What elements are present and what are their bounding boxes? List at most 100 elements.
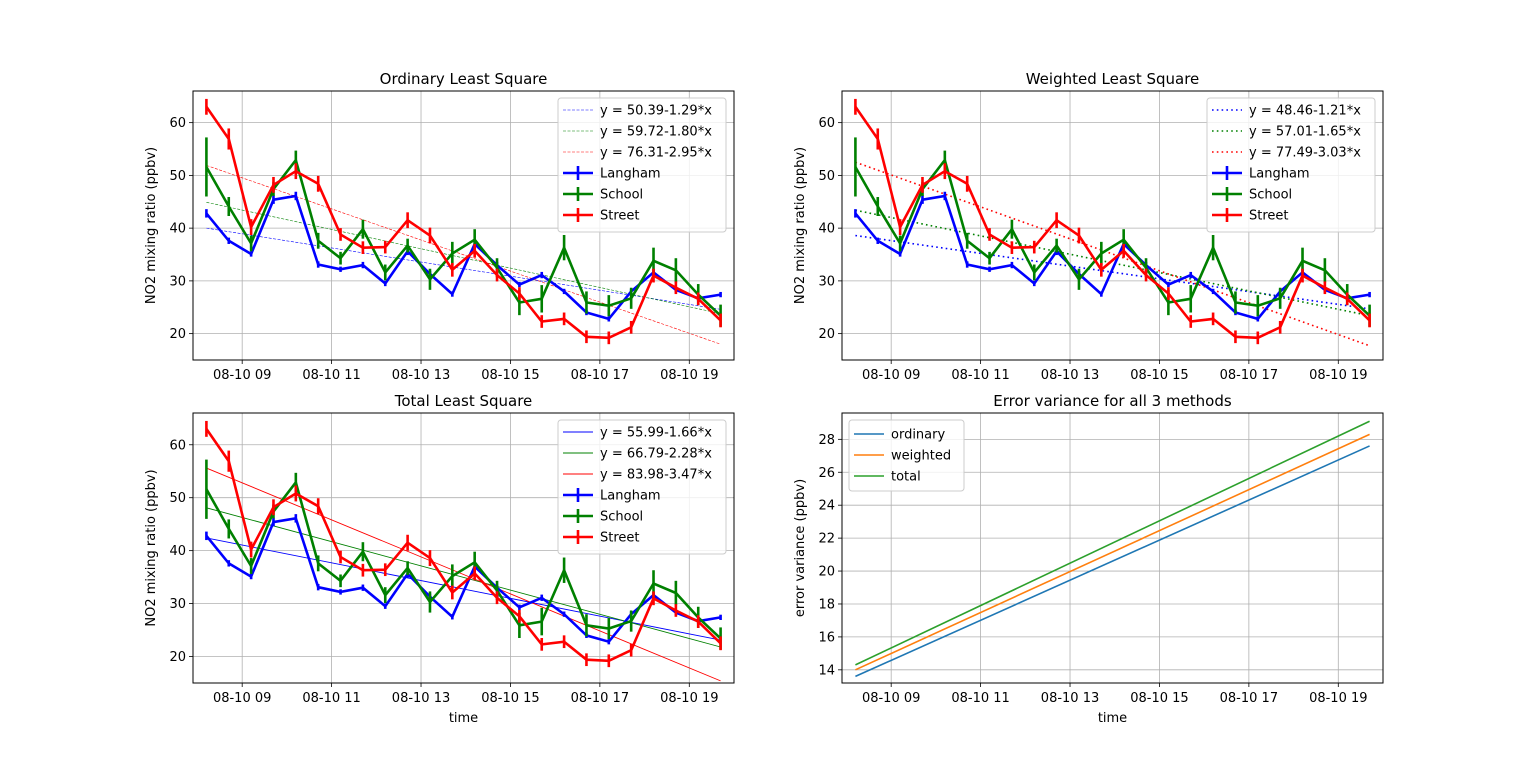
x-tick-label: 08-10 17 (571, 368, 629, 383)
axes-frame (192, 90, 735, 361)
series-line-school (854, 157, 1371, 317)
legend-label: Street (600, 209, 640, 224)
legend-label: y = 50.39-1.29*x (600, 104, 712, 119)
y-tick-label: 30 (169, 274, 186, 289)
chart-title: Weighted Least Square (1026, 70, 1200, 88)
x-tick-label: 08-10 11 (302, 368, 360, 383)
axes-frame (841, 90, 1384, 361)
plot-area (855, 420, 1370, 678)
y-axis-label: NO2 mixing ratio (ppbv) (144, 469, 159, 626)
series-line-school (205, 157, 722, 317)
series-line-langham (205, 194, 721, 321)
y-tick-label: 60 (169, 438, 186, 453)
fit-line-3 (206, 467, 721, 682)
legend-label: School (1249, 188, 1292, 203)
series-line-street (854, 106, 1371, 340)
axes-frame (192, 412, 735, 684)
legend-label: School (600, 188, 643, 203)
x-tick-label: 08-10 13 (392, 368, 450, 383)
y-tick-label: 50 (169, 169, 186, 184)
y-tick-label: 20 (169, 650, 186, 665)
y-axis-label: NO2 mixing ratio (ppbv) (144, 147, 159, 304)
variance-line-ordinary (855, 445, 1370, 678)
y-tick-label: 26 (818, 466, 835, 481)
subplots: 08-10 09 08-10 11 08-10 13 08-10 15 08-10 17… (144, 70, 1384, 726)
legend-label: y = 77.49-3.03*x (1249, 146, 1361, 161)
y-tick-label: 40 (818, 222, 835, 237)
legend: y = 55.99-1.66*x y = 66.79-2.28*x y = 83.9… (557, 419, 727, 555)
chart-title: Ordinary Least Square (380, 70, 548, 88)
series-line-langham (205, 516, 721, 644)
subplot-4: 08-10 09 08-10 11 08-10 13 08-10 15 08-10 17… (793, 392, 1384, 726)
x-tick-label: 08-10 09 (213, 691, 271, 706)
series-line-street (205, 428, 722, 663)
y-tick-label: 30 (818, 274, 835, 289)
chart-title: Total Least Square (394, 392, 533, 410)
x-tick-label: 08-10 17 (1220, 691, 1278, 706)
legend-label: School (600, 510, 643, 525)
legend-label: y = 83.98-3.47*x (600, 468, 712, 483)
chart-title: Error variance for all 3 methods (993, 392, 1232, 410)
legend: y = 50.39-1.29*x y = 59.72-1.80*x y = 76.3… (557, 97, 727, 233)
subplot-3: 08-10 09 08-10 11 08-10 13 08-10 15 08-10 17… (144, 392, 735, 726)
y-tick-label: 50 (169, 491, 186, 506)
plot-area (854, 98, 1371, 347)
variance-line-weighted (855, 433, 1370, 671)
legend-label: Langham (600, 489, 661, 504)
x-tick-label: 08-10 11 (302, 691, 360, 706)
x-tick-label: 08-10 11 (951, 368, 1009, 383)
x-tick-label: 08-10 19 (660, 691, 718, 706)
legend-frame (557, 97, 727, 233)
x-tick-label: 08-10 15 (1130, 368, 1188, 383)
variance-line-total (855, 420, 1370, 666)
y-tick-label: 22 (818, 532, 835, 547)
legend-label: Street (1249, 209, 1289, 224)
fit-line-2 (855, 209, 1370, 317)
y-tick-label: 24 (818, 499, 835, 514)
x-tick-label: 08-10 11 (951, 691, 1009, 706)
y-tick-label: 50 (818, 169, 835, 184)
y-tick-label: 28 (818, 433, 835, 448)
series-line-street (205, 106, 722, 340)
axes-frame (841, 412, 1384, 684)
legend: ordinary weighted total (848, 419, 965, 492)
x-tick-label: 08-10 19 (660, 368, 718, 383)
y-tick-label: 16 (818, 630, 835, 645)
legend-label: total (891, 470, 921, 485)
y-tick-label: 14 (818, 663, 835, 678)
y-tick-label: 60 (818, 116, 835, 131)
y-tick-label: 20 (169, 327, 186, 342)
plot-area (205, 420, 722, 682)
legend-label: y = 57.01-1.65*x (1249, 125, 1361, 140)
legend-label: y = 48.46-1.21*x (1249, 104, 1361, 119)
y-tick-label: 40 (169, 222, 186, 237)
x-tick-label: 08-10 15 (481, 691, 539, 706)
x-tick-label: 08-10 09 (862, 691, 920, 706)
y-axis-label: NO2 mixing ratio (ppbv) (793, 147, 808, 304)
x-tick-label: 08-10 15 (1130, 691, 1188, 706)
x-axis-label: time (449, 711, 478, 726)
plot-area (205, 98, 722, 345)
legend-label: Street (600, 531, 640, 546)
x-tick-label: 08-10 17 (1220, 368, 1278, 383)
fit-line-3 (206, 165, 721, 345)
x-tick-label: 08-10 15 (481, 368, 539, 383)
x-axis-label: time (1098, 711, 1127, 726)
legend-label: ordinary (891, 428, 945, 443)
y-tick-label: 30 (169, 597, 186, 612)
x-tick-label: 08-10 13 (1041, 691, 1099, 706)
series-line-langham (854, 194, 1370, 321)
x-tick-label: 08-10 13 (392, 691, 450, 706)
y-tick-label: 20 (818, 327, 835, 342)
x-tick-label: 08-10 13 (1041, 368, 1099, 383)
legend-label: y = 76.31-2.95*x (600, 146, 712, 161)
x-tick-label: 08-10 09 (862, 368, 920, 383)
legend-label: y = 66.79-2.28*x (600, 447, 712, 462)
fit-line-2 (206, 201, 721, 314)
series-line-school (205, 479, 722, 640)
fit-line-1 (206, 227, 721, 310)
legend-frame (1206, 97, 1376, 233)
legend-label: y = 59.72-1.80*x (600, 125, 712, 140)
legend-label: Langham (600, 167, 661, 182)
